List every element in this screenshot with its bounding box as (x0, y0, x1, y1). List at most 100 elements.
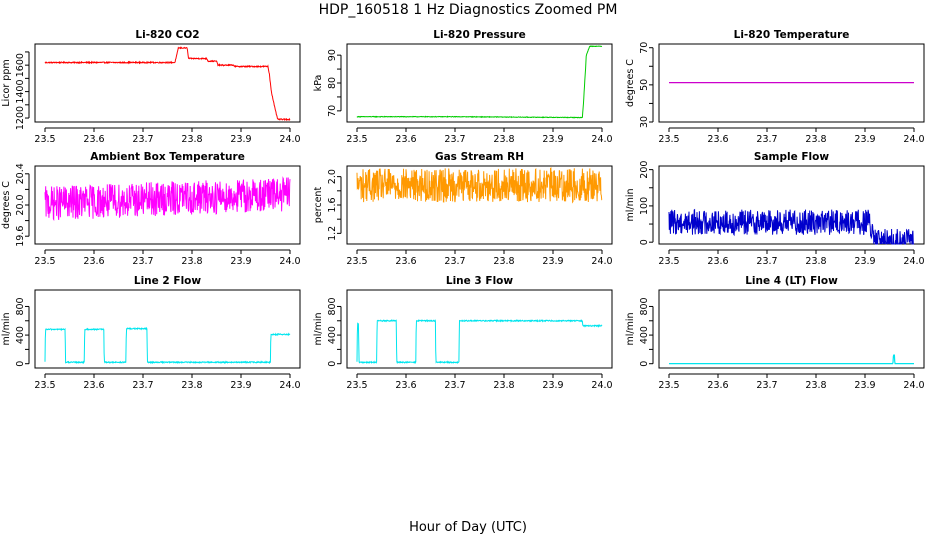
x-tick-label: 23.7 (444, 134, 465, 145)
y-tick-label: 1600 (15, 53, 26, 77)
plot-frame (658, 289, 925, 369)
y-tick-label: 400 (15, 326, 26, 344)
panel-title: Li-820 Temperature (734, 29, 850, 41)
panel-2: Li-820 Pressure 23.5 23.6 23.7 23.8 23.9 24.0 7… (313, 29, 613, 145)
x-tick-label: 23.8 (493, 380, 514, 391)
x-tick-label: 23.5 (658, 134, 679, 145)
panel-title: Line 3 Flow (446, 275, 513, 287)
x-tick-label: 23.7 (132, 380, 153, 391)
y-tick-label: 20.4 (15, 163, 26, 184)
x-tick-label: 23.9 (542, 134, 563, 145)
y-tick-label: 80 (327, 77, 338, 89)
y-tick-label: 400 (639, 326, 650, 344)
plot-frame (34, 289, 301, 369)
plot-frame (658, 43, 925, 123)
x-tick-label: 23.6 (395, 134, 416, 145)
plot-frame (346, 289, 613, 369)
x-tick-label: 23.6 (83, 134, 104, 145)
y-tick-label: 1.6 (327, 197, 338, 212)
series-line (356, 45, 603, 119)
y-tick-label: 20.0 (15, 194, 26, 215)
series-line (356, 167, 603, 204)
y-tick-label: 400 (327, 326, 338, 344)
y-tick-label: 2.0 (327, 169, 338, 184)
plot-frame (346, 43, 613, 123)
panel-8: Line 3 Flow 23.5 23.6 23.7 23.8 23.9 24.0 0 400 8… (313, 275, 613, 391)
y-tick-label: 1200 (15, 106, 26, 130)
panel-title: Li-820 CO2 (135, 29, 199, 41)
y-tick-label: 0 (327, 361, 338, 367)
y-tick-label: 1.2 (327, 226, 338, 241)
y-tick-label: 200 (639, 161, 650, 179)
figure-x-axis-label: Hour of Day (UTC) (409, 520, 527, 535)
x-tick-label: 23.5 (346, 134, 367, 145)
panel-title: Line 2 Flow (134, 275, 201, 287)
y-axis-label: Licor ppm (1, 59, 12, 106)
x-tick-label: 23.5 (34, 134, 55, 145)
y-tick-label: 70 (639, 42, 650, 54)
x-tick-label: 23.9 (542, 380, 563, 391)
x-tick-label: 24.0 (279, 256, 300, 267)
x-tick-label: 23.8 (493, 256, 514, 267)
y-axis-label: percent (313, 187, 324, 224)
figure-title: HDP_160518 1 Hz Diagnostics Zoomed PM (319, 2, 618, 18)
x-tick-label: 23.6 (395, 256, 416, 267)
y-axis-label: kPa (313, 75, 324, 92)
panel-7: Line 2 Flow 23.5 23.6 23.7 23.8 23.9 24.0 0 400 8… (1, 275, 301, 391)
panel-4: Ambient Box Temperature 23.5 23.6 23.7 23.8 2… (1, 151, 301, 267)
y-tick-label: 800 (15, 297, 26, 315)
panel-title: Li-820 Pressure (433, 29, 526, 41)
y-tick-label: 0 (15, 361, 26, 367)
series-line (44, 46, 291, 122)
panel-1: Li-820 CO2 23.5 23.6 23.7 23.8 23.9 24.0 1200 14… (1, 29, 301, 145)
x-tick-label: 24.0 (279, 380, 300, 391)
panel-6: Sample Flow 23.5 23.6 23.7 23.8 23.9 24.0 0 100 2… (625, 151, 925, 267)
x-tick-label: 23.7 (756, 380, 777, 391)
y-tick-label: 800 (327, 297, 338, 315)
y-tick-label: 800 (639, 297, 650, 315)
y-axis-label: ml/min (625, 312, 636, 345)
plot-frame (34, 165, 301, 245)
x-tick-label: 24.0 (903, 256, 924, 267)
y-axis-label: degrees C (625, 59, 636, 107)
y-tick-label: 90 (327, 49, 338, 61)
y-tick-label: 0 (639, 239, 650, 245)
panel-title: Gas Stream RH (435, 151, 524, 163)
y-tick-label: 70 (327, 105, 338, 117)
y-axis-label: ml/min (625, 188, 636, 221)
x-tick-label: 23.8 (181, 380, 202, 391)
y-tick-label: 30 (639, 116, 650, 128)
x-tick-label: 24.0 (591, 256, 612, 267)
x-tick-label: 23.7 (444, 380, 465, 391)
x-tick-label: 23.7 (132, 256, 153, 267)
x-tick-label: 23.9 (230, 134, 251, 145)
panel-3: Li-820 Temperature 23.5 23.6 23.7 23.8 23.9 24… (625, 29, 925, 145)
x-tick-label: 23.9 (854, 256, 875, 267)
y-tick-label: 1400 (15, 79, 26, 103)
x-tick-label: 23.9 (854, 380, 875, 391)
x-tick-label: 23.9 (230, 380, 251, 391)
x-tick-label: 23.7 (756, 134, 777, 145)
series-line (356, 318, 603, 365)
x-tick-label: 23.7 (756, 256, 777, 267)
series-line (44, 176, 291, 222)
x-tick-label: 23.7 (132, 134, 153, 145)
plot-frame (34, 43, 301, 123)
x-tick-label: 23.6 (83, 256, 104, 267)
x-tick-label: 24.0 (903, 380, 924, 391)
series-line (668, 208, 914, 245)
panel-title: Ambient Box Temperature (90, 151, 245, 163)
x-tick-label: 23.5 (34, 380, 55, 391)
y-tick-label: 50 (639, 79, 650, 91)
x-tick-label: 23.8 (493, 134, 514, 145)
x-tick-label: 23.8 (805, 256, 826, 267)
x-tick-label: 24.0 (591, 380, 612, 391)
x-tick-label: 24.0 (279, 134, 300, 145)
panel-title: Line 4 (LT) Flow (745, 275, 838, 287)
x-tick-label: 23.6 (395, 380, 416, 391)
x-tick-label: 23.5 (658, 380, 679, 391)
y-axis-label: ml/min (313, 312, 324, 345)
x-tick-label: 23.9 (230, 256, 251, 267)
series-line (44, 326, 291, 365)
